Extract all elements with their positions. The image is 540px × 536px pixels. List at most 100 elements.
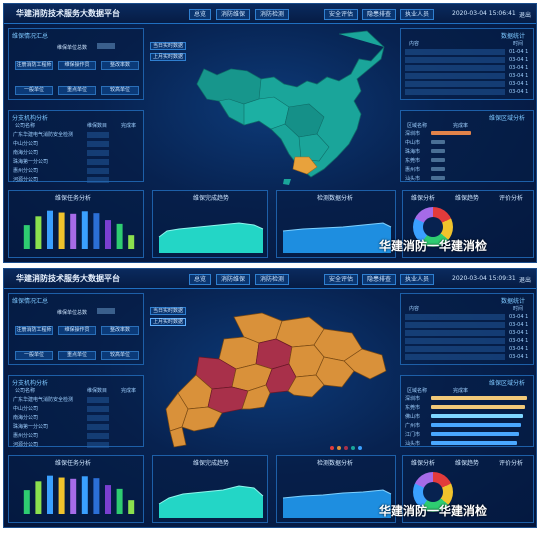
nav-inspection[interactable]: 消防检测 [255,274,289,285]
branch-row[interactable]: 南海分公司 [13,415,39,421]
btn-high-unit[interactable]: 较高单位 [101,86,139,95]
chart-title: 维保趋势 [455,460,480,467]
exit-link[interactable]: 退出 [519,12,532,19]
nav-safety-assessment[interactable]: 安全评估 [324,274,358,285]
branch-row[interactable]: 珠海第一分公司 [13,424,49,430]
region-rate-bar [431,414,523,418]
map-tab-today[interactable]: 当日实时数据 [150,42,187,50]
btn-key-unit[interactable]: 重点单位 [58,86,96,95]
nav-overview[interactable]: 总览 [189,9,211,20]
unit-count-value [97,43,115,49]
btn-rectify[interactable]: 整改率数 [101,61,139,70]
nav-hazard-check[interactable]: 隐患排查 [362,9,396,20]
guangdong-map[interactable] [164,309,394,449]
region-label: 东莞市 [405,158,421,164]
cell-bar [87,415,109,421]
stat-row-bar [405,322,505,328]
col-rate: 完成率 [121,388,137,394]
btn-key-unit[interactable]: 重点单位 [58,351,96,360]
nav-maintenance[interactable]: 消防维保 [216,274,250,285]
branch-row[interactable]: 广东华建电气消防安全检测 [13,132,74,138]
card-title: 维保情况汇总 [12,298,49,305]
branch-row[interactable]: 河源分公司 [13,442,39,448]
btn-operator[interactable]: 维保操作员 [58,326,96,335]
bar [128,235,135,249]
branch-row[interactable]: 河源分公司 [13,177,39,183]
maintenance-summary-card: 维保情况汇总 维保单位总数 注册消防工程师 维保操作员 整改率数 一般单位 重点… [8,28,144,100]
exit-link[interactable]: 退出 [519,277,532,284]
stat-row-bar [405,73,505,79]
btn-general-unit[interactable]: 一般单位 [15,86,53,95]
col-count: 维保数目 [87,123,108,129]
region-label: 佛山市 [405,414,421,420]
region-label: 中山市 [405,140,421,146]
branch-analysis-card: 分支机构分析 公司名称 维保数目 完成率 广东华建电气消防安全检测 中山分公司 … [8,375,144,448]
btn-engineer[interactable]: 注册消防工程师 [15,61,53,70]
nav-inspection[interactable]: 消防检测 [255,9,289,20]
nav-hazard-check[interactable]: 隐患排查 [362,274,396,285]
bar [116,223,123,249]
branch-row[interactable]: 珠海第一分公司 [13,159,49,165]
stat-row-bar [405,81,505,87]
branch-row[interactable]: 惠州分公司 [13,433,39,439]
map-tab-month[interactable]: 上月实时数据 [150,318,187,326]
col-content: 内容 [409,306,420,312]
branch-row[interactable]: 中山分公司 [13,141,39,147]
stat-time: 03-04 1 [509,330,529,336]
col-rate: 完成率 [453,123,469,129]
btn-rectify[interactable]: 整改率数 [101,326,139,335]
chart-title: 维保任务分析 [55,195,92,202]
bar [128,500,135,514]
unit-count-label: 维保单位总数 [57,45,88,51]
area-plot [282,222,392,253]
nav-safety-assessment[interactable]: 安全评估 [324,9,358,20]
bar [47,210,53,249]
bar [116,488,123,514]
branch-row[interactable]: 中山分公司 [13,406,39,412]
region-rate-bar [431,131,471,135]
datetime: 2020-03-04 15:09:31 [452,275,516,282]
region-rate-bar [431,158,445,162]
stat-row-bar [405,89,505,95]
stat-row-bar [405,314,505,320]
btn-high-unit[interactable]: 较高单位 [101,351,139,360]
nav-staff[interactable]: 执业人员 [400,9,434,20]
cell-bar [87,442,109,448]
branch-row[interactable]: 惠州分公司 [13,168,39,174]
page-title: 华建消防技术服务大数据平台 [16,9,120,18]
card-title: 分支机构分析 [12,115,49,122]
bar [58,212,65,249]
stat-time: 03-04 1 [509,354,529,360]
map-legend [330,446,390,450]
nav-overview[interactable]: 总览 [189,274,211,285]
china-map[interactable] [189,29,389,185]
region-rate-bar [431,176,445,180]
btn-operator[interactable]: 维保操作员 [58,61,96,70]
stat-row-bar [405,346,505,352]
col-company: 公司名称 [15,123,36,129]
data-stats-card: 数据统计 内容 时间 03-04 1 03-04 1 03-04 1 03-04… [400,293,534,365]
map-tab-month[interactable]: 上月实时数据 [150,53,187,61]
branch-row[interactable]: 广东华建电气消防安全检测 [13,397,74,403]
inspection-data-chart: 检测数据分析 [276,455,396,523]
task-analysis-chart: 维保任务分析 [8,190,144,258]
stat-row-bar [405,65,505,71]
donut-panel: 维保分析 维保趋势 评价分析 [402,190,534,258]
region-rate-bar [431,423,521,427]
nav-maintenance[interactable]: 消防维保 [216,9,250,20]
btn-engineer[interactable]: 注册消防工程师 [15,326,53,335]
bar [35,216,42,249]
stat-time: 03-04 1 [509,81,529,87]
bar [81,211,88,249]
card-title: 数据统计 [501,298,526,305]
nav-staff[interactable]: 执业人员 [400,274,434,285]
branch-row[interactable]: 南海分公司 [13,150,39,156]
region-rate-bar [431,140,445,144]
map-tab-today[interactable]: 当日实时数据 [150,307,187,315]
btn-general-unit[interactable]: 一般单位 [15,351,53,360]
bar [23,225,30,249]
stat-time: 03-04 1 [509,57,529,63]
region-label: 东莞市 [405,405,421,411]
cell-bar [87,150,109,156]
region-rate-bar [431,432,519,436]
